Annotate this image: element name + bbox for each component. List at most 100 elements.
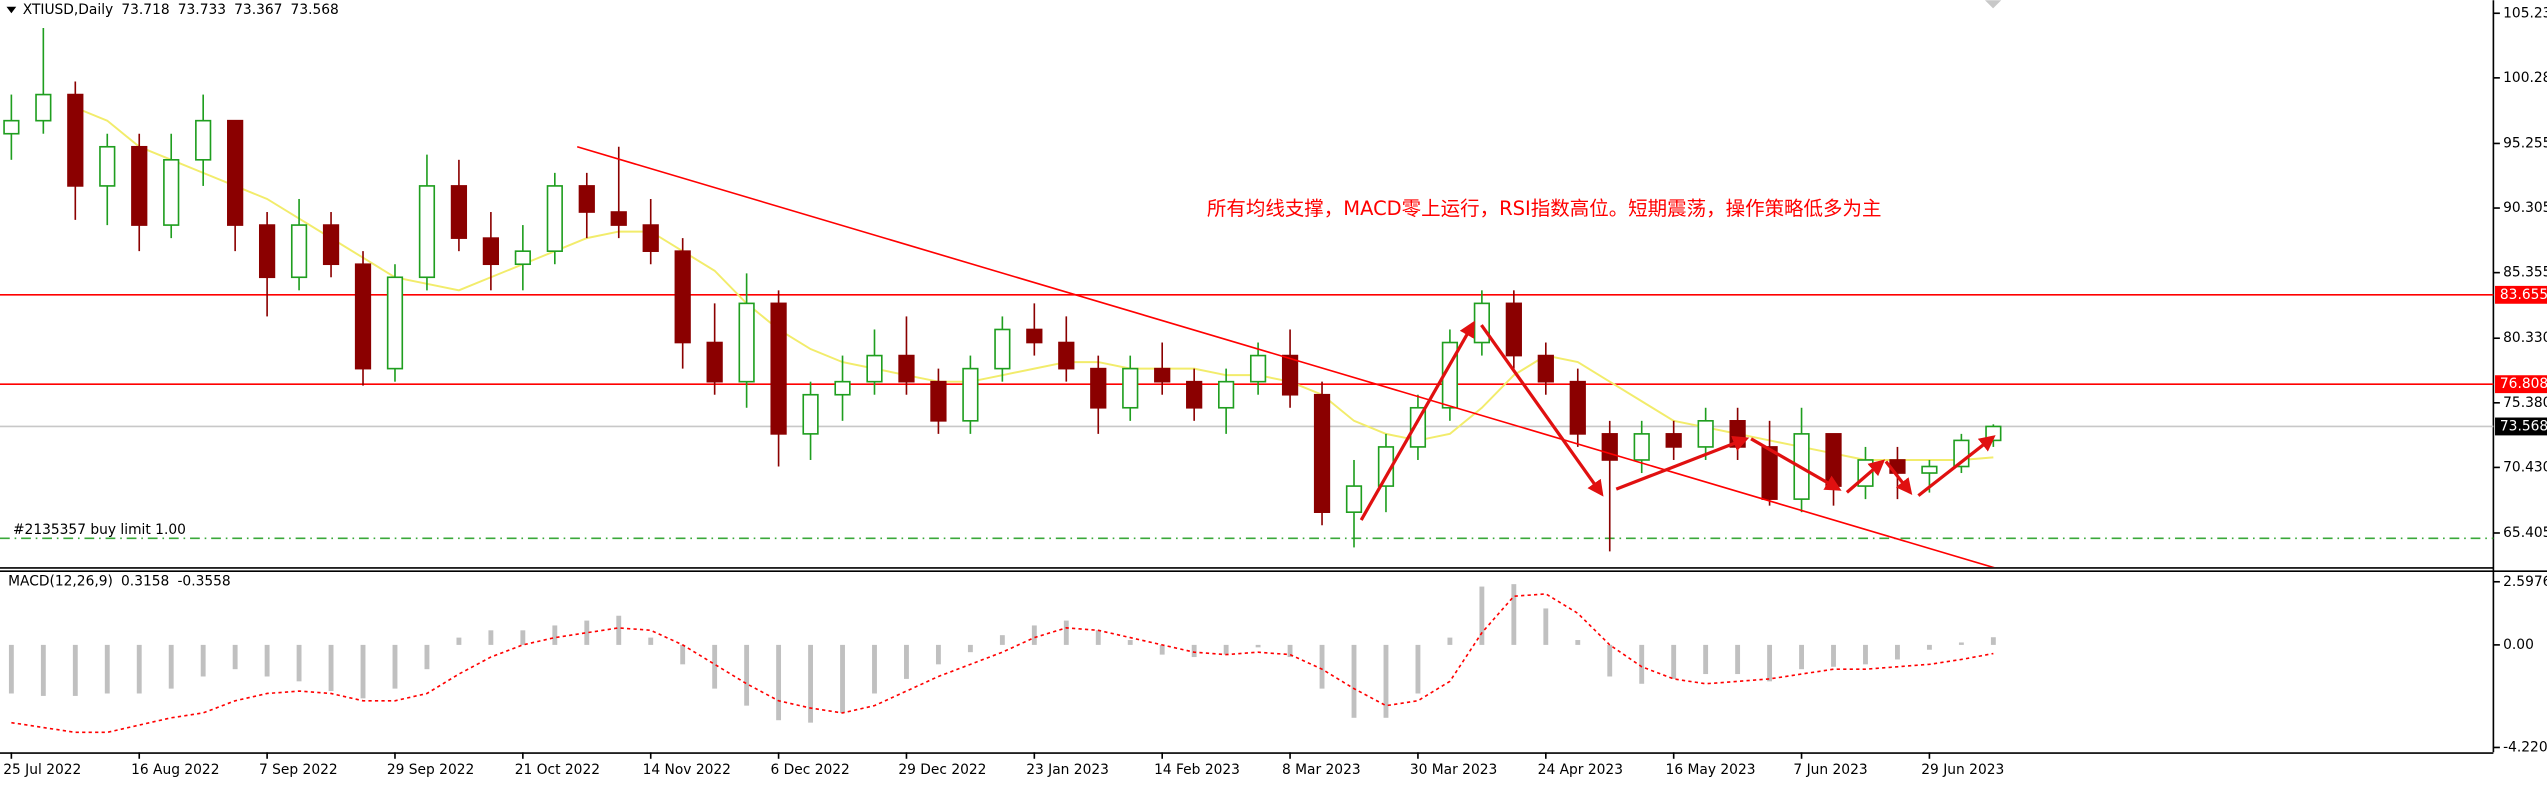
x-tick-label: 30 Mar 2023 xyxy=(1410,762,1497,778)
macd-bar xyxy=(967,644,973,653)
annotation: 所有均线支撑，MACD零上运行，RSI指数高位。短期震荡，操作策略低多为主 xyxy=(1207,197,1882,220)
header-text: 73.733 xyxy=(178,2,226,18)
macd-bar xyxy=(8,644,14,694)
x-tick-label: 6 Dec 2022 xyxy=(770,762,849,778)
candle-body xyxy=(67,93,84,187)
candle-body xyxy=(1569,380,1586,435)
macd-bar xyxy=(712,644,718,689)
candle-body xyxy=(546,185,563,252)
macd-bar xyxy=(584,620,590,645)
x-tick-label: 24 Apr 2023 xyxy=(1538,762,1623,778)
macd-bar xyxy=(1767,644,1773,682)
x-tick-label: 23 Jan 2023 xyxy=(1026,762,1109,778)
candle-body xyxy=(1218,380,1235,409)
candle-body xyxy=(706,341,723,383)
macd-bar xyxy=(552,625,558,645)
y-tick-label: 65.405 xyxy=(2503,525,2547,541)
candle-body xyxy=(1537,354,1554,383)
macd-bar xyxy=(488,630,494,645)
candle-body xyxy=(3,119,20,135)
macd-bar xyxy=(840,644,845,713)
price-level-label: 83.655 xyxy=(2500,287,2547,303)
price-level-label-bg xyxy=(2495,417,2547,436)
y-tick-label: 90.305 xyxy=(2503,200,2547,216)
candle-body xyxy=(450,185,468,239)
candle-body xyxy=(163,159,180,226)
menu-triangle[interactable] xyxy=(6,6,17,14)
candle-body xyxy=(994,328,1011,370)
macd-bar xyxy=(72,644,78,696)
candle-body xyxy=(1697,420,1714,448)
candle-body xyxy=(1026,328,1043,344)
candle-body xyxy=(1921,465,1938,474)
candle-body xyxy=(610,211,627,226)
macd-bar xyxy=(1383,644,1389,718)
header-text: 0.3158 xyxy=(121,574,169,590)
price-level-label: 73.568 xyxy=(2500,418,2547,434)
macd-bar xyxy=(424,644,430,670)
y-tick-label: 105.230 xyxy=(2503,5,2547,21)
macd-bar xyxy=(744,644,750,706)
macd-bar xyxy=(1511,584,1517,645)
candle-body xyxy=(578,185,595,213)
macd-bar xyxy=(808,644,813,723)
macd-bar xyxy=(360,644,366,699)
macd-bar xyxy=(1607,644,1613,677)
x-tick-label: 21 Oct 2022 xyxy=(515,762,600,778)
macd-bar xyxy=(264,644,270,677)
x-tick-label: 25 Jul 2022 xyxy=(3,762,81,778)
macd-bar xyxy=(136,644,142,694)
candle-body xyxy=(1313,393,1331,513)
candle-body xyxy=(290,224,308,279)
arrow xyxy=(1615,435,1750,491)
header-text: XTIUSD,Daily xyxy=(23,2,113,18)
candle-body xyxy=(1345,485,1363,513)
macd-bar xyxy=(776,644,782,721)
macd-bar xyxy=(1479,586,1485,645)
macd-bar xyxy=(1671,644,1677,679)
candle-body xyxy=(1281,354,1299,396)
header-text: MACD(12,26,9) xyxy=(8,574,113,590)
candle-body xyxy=(195,119,212,161)
macd-bar xyxy=(168,644,174,689)
macd-bar xyxy=(392,644,398,689)
candle-body xyxy=(131,145,148,226)
macd-bar xyxy=(104,644,110,694)
candle-body xyxy=(866,354,883,383)
candle-body xyxy=(834,380,851,396)
macd-bar xyxy=(1639,644,1645,684)
candle-body xyxy=(227,119,244,226)
price-level-label-bg xyxy=(2495,285,2547,304)
candle-body xyxy=(1090,367,1107,409)
macd-bar xyxy=(1255,644,1261,648)
y-tick-label: 75.380 xyxy=(2503,395,2547,411)
macd-bar xyxy=(648,637,654,645)
trendline xyxy=(576,145,1996,568)
macd-bar xyxy=(1351,644,1357,718)
macd-bar xyxy=(1703,644,1709,675)
candle-body xyxy=(418,185,436,279)
macd-bar xyxy=(1447,637,1453,645)
header-text: -0.3558 xyxy=(177,574,230,590)
macd-bar xyxy=(200,644,206,677)
x-tick-label: 16 Aug 2022 xyxy=(131,762,219,778)
macd-bar xyxy=(1095,630,1101,645)
macd-bar xyxy=(1926,644,1932,650)
macd-bar xyxy=(872,644,877,694)
y-tick-label: 80.330 xyxy=(2503,330,2547,346)
macd-bar xyxy=(1191,644,1197,658)
arrow xyxy=(1845,459,1886,494)
x-tick-label: 14 Nov 2022 xyxy=(643,762,731,778)
arrow xyxy=(1917,435,1996,497)
candle-body xyxy=(1761,446,1778,500)
macd-bar xyxy=(1319,644,1325,689)
order-label: #2135357 buy limit 1.00 xyxy=(13,522,186,538)
candle-body xyxy=(770,302,787,435)
macd-bar xyxy=(904,644,909,679)
y-tick-label: 95.255 xyxy=(2503,135,2547,151)
candle-body xyxy=(99,145,116,187)
candle-body xyxy=(962,367,979,422)
x-tick-label: 7 Jun 2023 xyxy=(1793,762,1867,778)
candle-body xyxy=(1825,433,1842,487)
scroll-marker xyxy=(1984,0,2002,9)
